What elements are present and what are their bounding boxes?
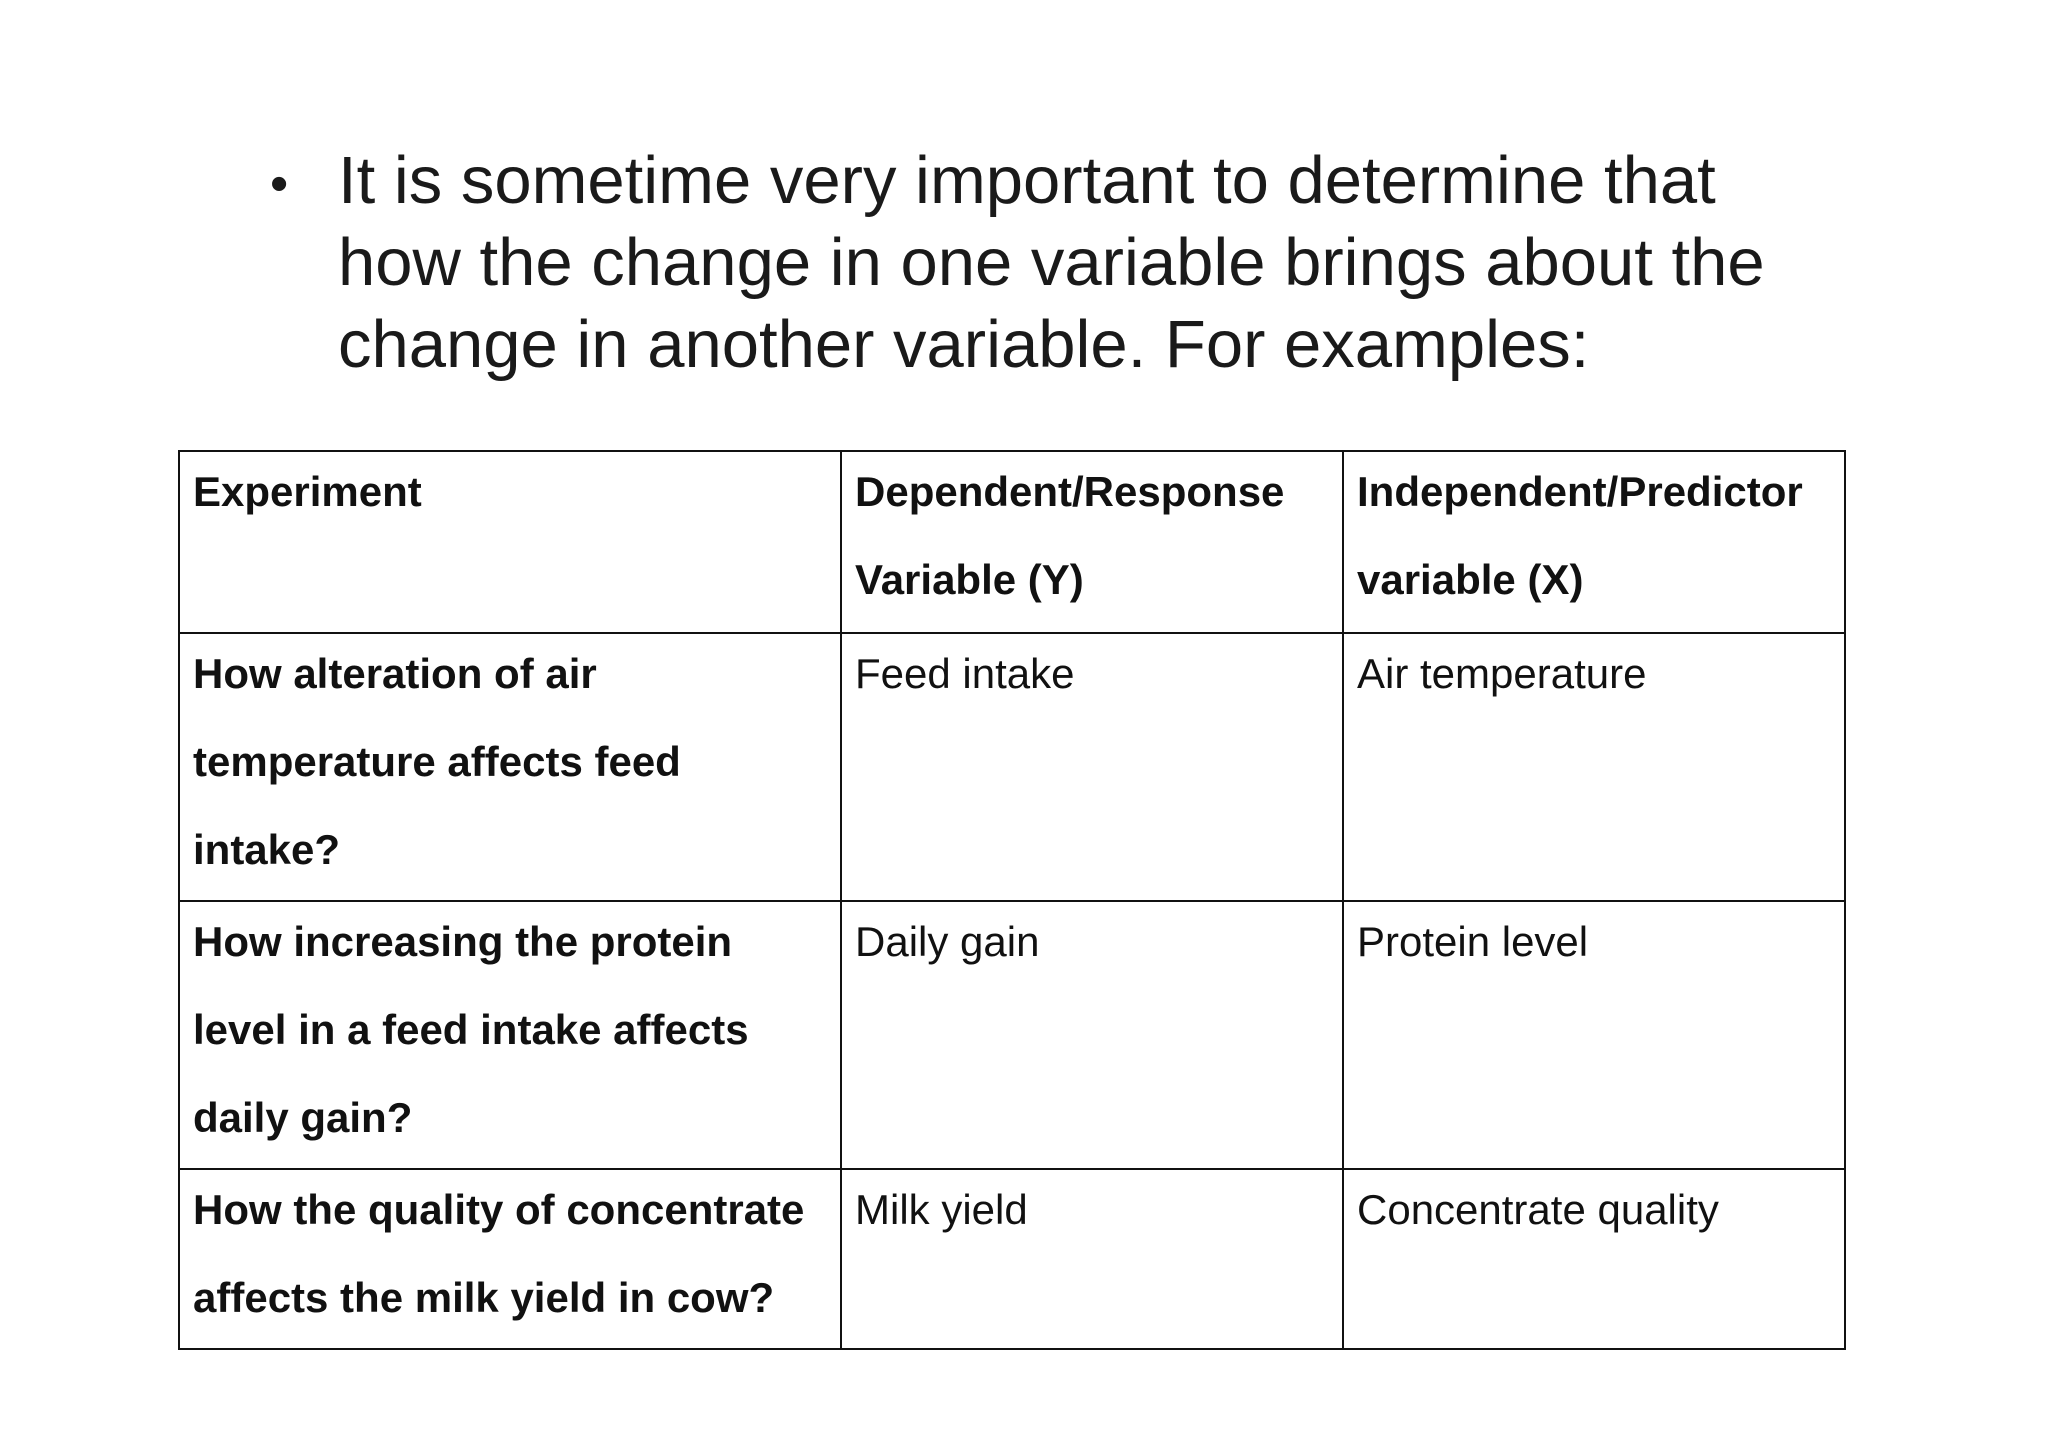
table-row: How alteration of air temperature affect… (178, 632, 1846, 902)
header-independent-variable: Independent/Predictor variable (X) (1342, 450, 1846, 634)
examples-table: Experiment Dependent/Response Variable (… (178, 450, 1846, 1350)
independent-cell: Concentrate quality (1342, 1168, 1846, 1350)
experiment-cell: How alteration of air temperature affect… (178, 632, 842, 902)
experiment-cell: How increasing the protein level in a fe… (178, 900, 842, 1170)
table-header-row: Experiment Dependent/Response Variable (… (178, 450, 1846, 634)
header-dependent-variable: Dependent/Response Variable (Y) (840, 450, 1344, 634)
examples-table-container: Experiment Dependent/Response Variable (… (178, 450, 1846, 1350)
bullet-dot-icon: • (270, 155, 289, 213)
table-row: How increasing the protein level in a fe… (178, 900, 1846, 1170)
independent-cell: Air temperature (1342, 632, 1846, 902)
header-experiment: Experiment (178, 450, 842, 634)
bullet-text: It is sometime very important to determi… (338, 143, 1765, 382)
bullet-point: • It is sometime very important to deter… (270, 140, 1830, 386)
dependent-cell: Daily gain (840, 900, 1344, 1170)
experiment-cell: How the quality of concentrate affects t… (178, 1168, 842, 1350)
dependent-cell: Feed intake (840, 632, 1344, 902)
dependent-cell: Milk yield (840, 1168, 1344, 1350)
independent-cell: Protein level (1342, 900, 1846, 1170)
table-row: How the quality of concentrate affects t… (178, 1168, 1846, 1350)
